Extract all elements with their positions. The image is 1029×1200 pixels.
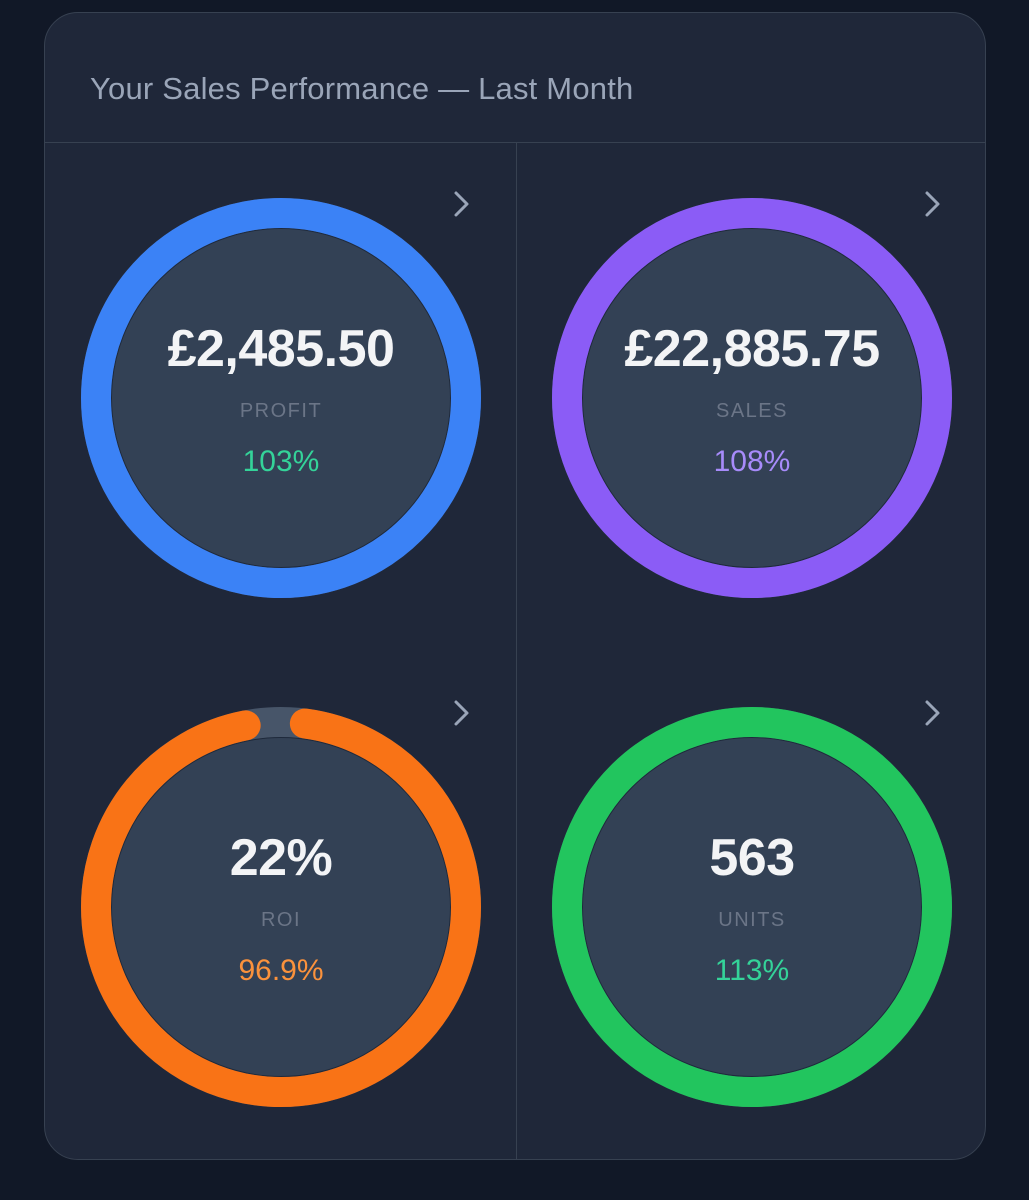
metric-value: 563: [709, 829, 795, 887]
progress-ring: 563 UNITS 113%: [551, 706, 953, 1108]
metric-label: PROFIT: [239, 400, 323, 422]
metric-tile-roi[interactable]: 22% ROI 96.9%: [45, 652, 516, 1159]
metric-value: £2,485.50: [167, 320, 395, 378]
vertical-divider: [516, 143, 517, 1159]
metric-tile-profit[interactable]: £2,485.50 PROFIT 103%: [45, 143, 516, 652]
metric-tile-units[interactable]: 563 UNITS 113%: [516, 652, 985, 1159]
card-header: Your Sales Performance — Last Month: [45, 13, 985, 143]
card-title: Your Sales Performance — Last Month: [90, 71, 634, 106]
metric-change: 113%: [714, 954, 790, 987]
progress-ring: 22% ROI 96.9%: [80, 706, 482, 1108]
metric-change: 96.9%: [238, 954, 324, 987]
metric-value: 22%: [229, 829, 333, 887]
metric-value: £22,885.75: [624, 320, 880, 378]
sales-performance-card: Your Sales Performance — Last Month £2,4…: [44, 12, 986, 1160]
chevron-right-icon[interactable]: [446, 698, 476, 728]
metric-label: UNITS: [718, 909, 786, 931]
progress-ring: £22,885.75 SALES 108%: [551, 197, 953, 599]
metric-label: SALES: [716, 400, 788, 422]
chevron-right-icon[interactable]: [446, 189, 476, 219]
metric-change: 108%: [713, 445, 791, 478]
progress-ring: £2,485.50 PROFIT 103%: [80, 197, 482, 599]
metric-change: 103%: [242, 445, 320, 478]
chevron-right-icon[interactable]: [917, 189, 947, 219]
ring-arc: [81, 198, 481, 598]
ring-arc: [552, 707, 952, 1107]
ring-arc: [552, 198, 952, 598]
ring-arc: [81, 707, 481, 1107]
metric-label: ROI: [260, 909, 302, 931]
metric-tile-sales[interactable]: £22,885.75 SALES 108%: [516, 143, 985, 652]
chevron-right-icon[interactable]: [917, 698, 947, 728]
